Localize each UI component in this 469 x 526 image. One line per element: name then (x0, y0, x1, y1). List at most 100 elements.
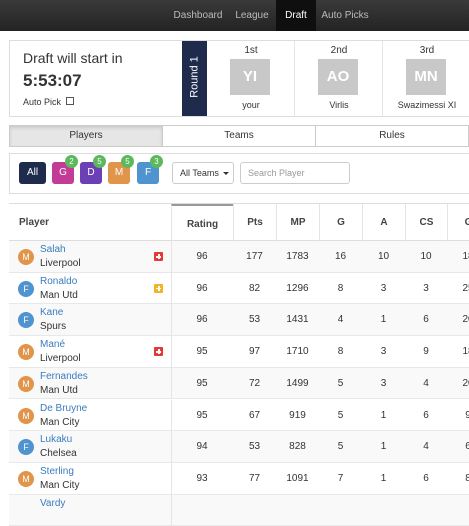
stat-cell: 3 (380, 282, 387, 294)
column-header[interactable]: G (447, 204, 469, 241)
player-row: M Mané Liverpool 95 97 1710 8 3 9 18 (9, 336, 469, 368)
filter-count-badge: 2 (65, 155, 78, 168)
stat-cell: 1 (380, 441, 387, 453)
column-header[interactable]: MP (276, 204, 319, 241)
stat-cell: 67 (248, 409, 261, 421)
player-name[interactable]: Salah (40, 244, 66, 255)
stat-cell: 96 (196, 282, 208, 294)
stat-cell: 25 (462, 282, 469, 294)
player-row: F Ronaldo Man Utd 96 82 1296 8 3 3 25 (9, 272, 469, 305)
column-header[interactable]: Rating (171, 204, 233, 241)
tab[interactable]: Players (9, 125, 163, 147)
auto-pick-label: Auto Pick (23, 97, 62, 107)
player-name[interactable]: Kane (40, 307, 64, 319)
stat-cell: 177 (246, 251, 263, 262)
position-badge: F (18, 312, 34, 329)
team-select-label: All Teams (180, 168, 219, 178)
stat-cell: 72 (248, 377, 261, 389)
player-row: M Sterling Man City 93 77 1091 7 1 6 8 (9, 462, 469, 495)
stat-cell: 10 (377, 251, 390, 262)
position-badge: F (18, 439, 34, 456)
stat-cell: 1 (380, 409, 387, 421)
stat-cell: 3 (423, 282, 429, 294)
stat-cell: 20 (462, 377, 469, 389)
status-flag (154, 252, 163, 261)
player-name[interactable]: Vardy (40, 497, 66, 509)
column-divider (171, 494, 172, 526)
player-team: Man Utd (40, 384, 78, 396)
stat-cell: 6 (423, 314, 429, 326)
column-divider (171, 399, 172, 432)
stat-cell: 1 (380, 472, 387, 484)
player-name[interactable]: Ronaldo (40, 275, 78, 287)
stat-cell: 5 (337, 377, 344, 389)
column-divider (171, 241, 172, 273)
draft-panel: Draft will start in 5:53:07 Auto Pick Ro… (9, 40, 469, 117)
player-name[interactable]: Mané (40, 339, 66, 351)
team-select[interactable]: All Teams (172, 162, 234, 184)
nav-item[interactable]: Draft (276, 0, 316, 31)
stat-cell: 95 (196, 409, 208, 421)
player-row: F Kane Spurs 96 53 1431 4 1 6 20 (9, 304, 469, 337)
search-input[interactable]: Search Player (240, 162, 350, 184)
player-row: M Salah Liverpool 96 177 1783 16 10 10 18 (9, 241, 469, 273)
player-team: Liverpool (40, 353, 81, 365)
stat-cell: 53 (248, 314, 261, 326)
stat-cell: 18 (462, 251, 469, 262)
stat-cell: 4 (423, 377, 429, 389)
stat-cell: 1091 (286, 472, 309, 484)
player-row: M De Bruyne Man City 95 67 919 5 1 6 9 (9, 399, 469, 432)
column-divider (171, 336, 172, 368)
nav-item[interactable]: Dashboard (173, 10, 223, 21)
pick-column: 2nd AO Virlis (295, 41, 383, 116)
column-header[interactable]: A (362, 204, 405, 241)
column-header[interactable]: Pts (233, 204, 276, 241)
column-divider (171, 367, 172, 400)
nav-item[interactable]: League (235, 10, 269, 21)
pick-avatar: MN (406, 59, 446, 95)
column-header[interactable]: G (319, 204, 362, 241)
stat-cell: 6 (423, 472, 429, 484)
column-header: Player (19, 217, 50, 228)
round-label: Round 1 (188, 56, 201, 98)
stat-cell: 1 (380, 314, 387, 326)
player-name[interactable]: Fernandes (40, 370, 88, 382)
player-team: Man City (40, 416, 80, 428)
player-team: Liverpool (40, 258, 81, 269)
pick-name: Virlis (329, 100, 349, 110)
position-badge: M (18, 470, 34, 487)
tab[interactable]: Teams (162, 125, 316, 147)
position-badge: F (18, 280, 34, 297)
position-filter[interactable]: All (19, 162, 46, 184)
top-nav: Dashboard League Draft Auto Picks (0, 0, 469, 31)
stat-cell: 94 (196, 441, 208, 453)
filter-bar: All G 2 D 5 M 5 F 3 All Teams Search Player (9, 153, 469, 194)
stat-cell: 4 (423, 441, 429, 453)
stat-cell: 96 (196, 251, 208, 262)
auto-pick-checkbox[interactable] (66, 97, 74, 105)
stat-cell: 95 (196, 346, 208, 358)
player-name[interactable]: Sterling (40, 465, 74, 477)
stat-cell: 3 (380, 346, 387, 358)
stat-cell: 8 (337, 346, 344, 358)
stat-cell: 3 (380, 377, 387, 389)
stat-cell: 7 (337, 472, 344, 484)
players-table: Player Rating Pts MP G A CS G M Salah Liverpool 96 1… (9, 203, 469, 526)
status-flag (154, 283, 163, 293)
filter-count-badge: 5 (121, 155, 134, 168)
tab[interactable]: Rules (315, 125, 469, 147)
player-name[interactable]: De Bruyne (40, 402, 88, 414)
player-row: M Fernandes Man Utd 95 72 1499 5 3 4 20 (9, 367, 469, 400)
stat-cell: 8 (337, 282, 344, 294)
player-name[interactable]: Lukaku (40, 434, 73, 446)
position-badge: M (18, 249, 34, 265)
stat-cell: 5 (337, 441, 344, 453)
column-header[interactable]: CS (405, 204, 447, 241)
stat-cell: 18 (462, 346, 469, 358)
pick-order: 3rd (419, 45, 435, 56)
nav-item[interactable]: Auto Picks (321, 10, 369, 21)
